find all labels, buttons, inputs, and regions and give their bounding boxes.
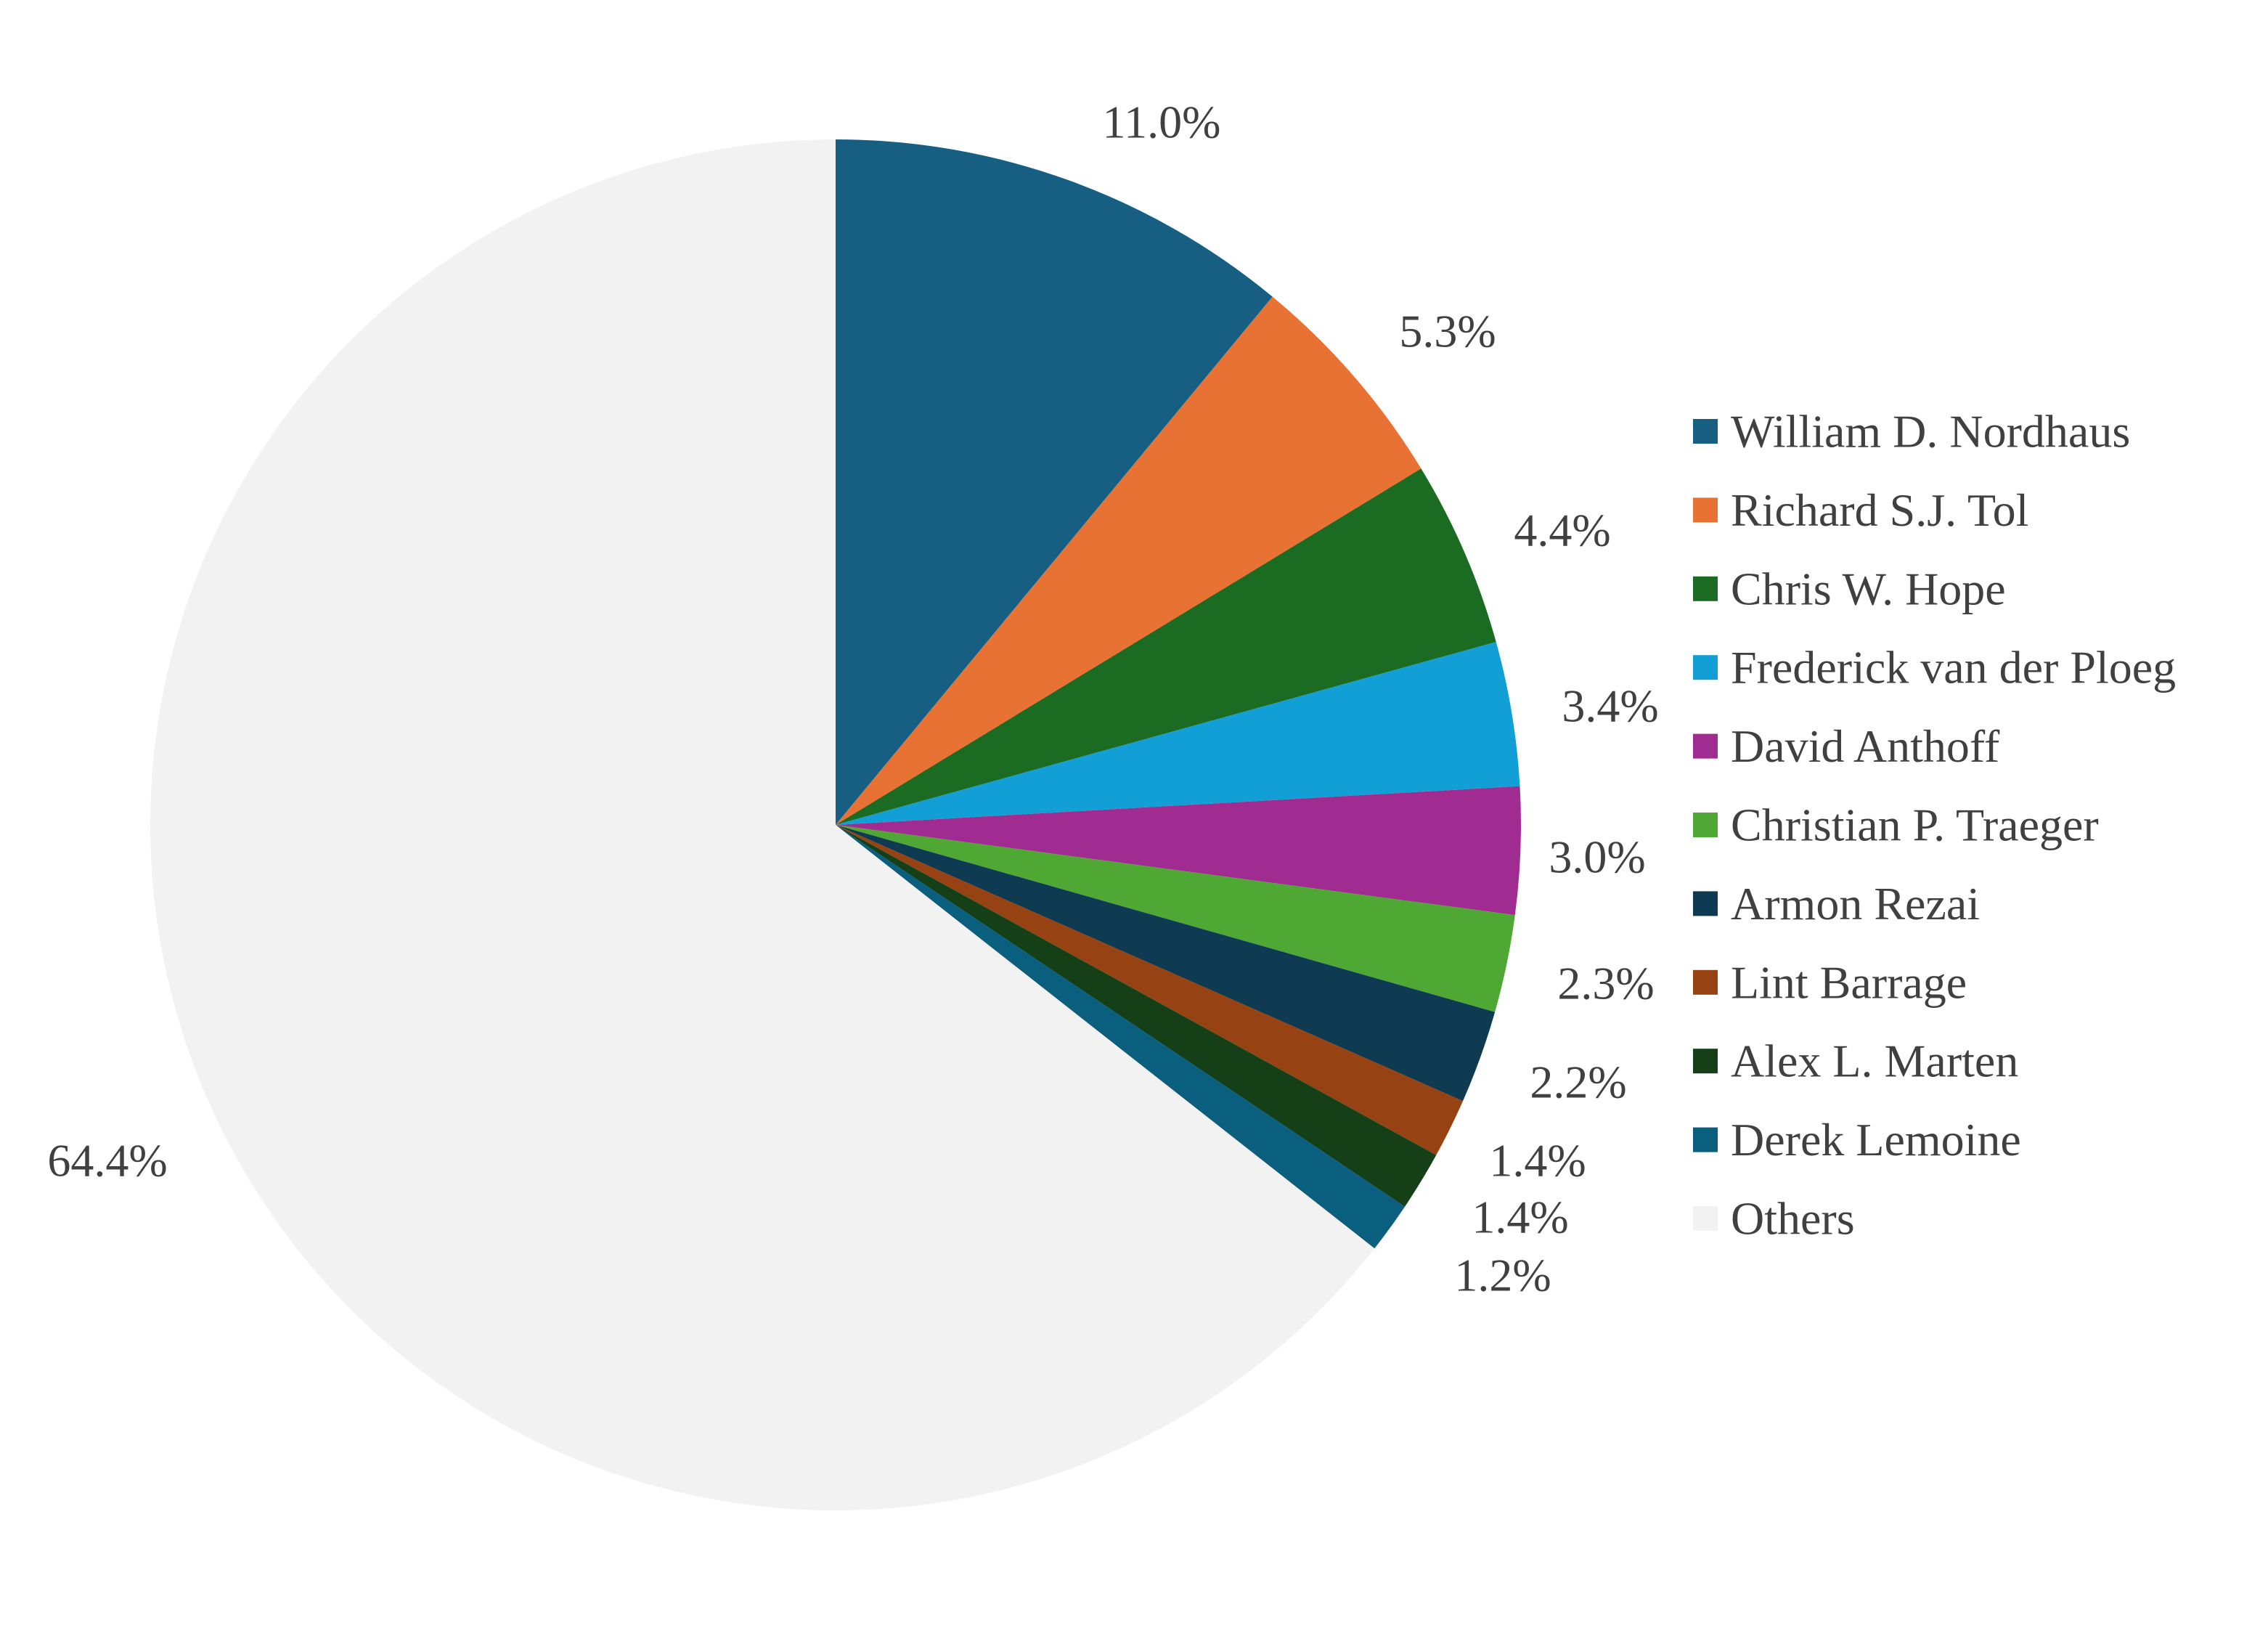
- legend-swatch: [1693, 1206, 1718, 1231]
- legend-label: Armon Rezai: [1731, 878, 1980, 929]
- legend-item: David Anthoff: [1693, 720, 2000, 772]
- pie-slice-alex-l-marten: [836, 825, 1437, 1207]
- slice-percentage-label: 2.2%: [1530, 1057, 1626, 1108]
- legend: William D. Nordhaus Richard S.J. Tol Chris…: [1693, 406, 2176, 1245]
- legend-label: Frederick van der Ploeg: [1731, 642, 2176, 693]
- pie-slices: [150, 139, 1521, 1510]
- legend-swatch: [1693, 497, 1718, 523]
- legend-item: William D. Nordhaus: [1693, 406, 2130, 457]
- slice-percentage-label: 11.0%: [1103, 97, 1221, 148]
- pie-slice-david-anthoff: [836, 786, 1521, 916]
- pie-slice-christian-p-traeger: [836, 825, 1515, 1012]
- legend-item: Christian P. Traeger: [1693, 799, 2099, 851]
- percentage-labels: 11.0% 5.3% 4.4% 3.4% 3.0% 2.3% 2.2% 1.4%1.4% 1.2…: [47, 97, 1658, 1301]
- slice-percentage-label: 3.0%: [1549, 831, 1645, 883]
- legend-swatch: [1693, 813, 1718, 837]
- legend-label: Richard S.J. Tol: [1731, 484, 2028, 536]
- legend-item: Others: [1693, 1193, 1855, 1245]
- slice-percentage-label: 4.4%: [1514, 505, 1610, 556]
- legend-item: Chris W. Hope: [1693, 563, 2006, 614]
- pie-slice-frederick-van-der-ploeg: [836, 642, 1520, 825]
- slice-percentage-label: 5.3%: [1399, 306, 1496, 357]
- legend-swatch: [1693, 419, 1718, 444]
- legend-label: Alex L. Marten: [1731, 1035, 2018, 1087]
- pie-slice-william-d-nordhaus: [836, 139, 1273, 825]
- pie-slice-lint-barrage: [836, 825, 1463, 1155]
- legend-label: William D. Nordhaus: [1731, 406, 2130, 457]
- slice-percentage-label: 1.2%: [1454, 1250, 1551, 1301]
- legend-item: Lint Barrage: [1693, 956, 1967, 1008]
- legend-item: Alex L. Marten: [1693, 1035, 2018, 1087]
- legend-swatch: [1693, 1127, 1718, 1152]
- legend-swatch: [1693, 891, 1718, 916]
- pie-slice-derek-lemoine: [836, 825, 1406, 1249]
- pie-slice-others: [150, 139, 1375, 1510]
- legend-label: Others: [1731, 1193, 1855, 1245]
- pie-slice-richard-s-j-tol: [836, 296, 1421, 825]
- pie-slice-armon-rezai: [836, 825, 1496, 1102]
- legend-swatch: [1693, 969, 1718, 995]
- legend-swatch: [1693, 655, 1718, 680]
- slice-percentage-label: 1.4%: [1489, 1135, 1586, 1187]
- legend-swatch: [1693, 733, 1718, 759]
- slice-percentage-label: 1.4%: [1472, 1192, 1568, 1243]
- slice-percentage-label: 64.4%: [47, 1135, 167, 1187]
- legend-item: Frederick van der Ploeg: [1693, 642, 2176, 693]
- legend-label: Christian P. Traeger: [1731, 799, 2099, 851]
- legend-label: Lint Barrage: [1731, 956, 1967, 1008]
- legend-label: Derek Lemoine: [1731, 1114, 2021, 1165]
- legend-label: Chris W. Hope: [1731, 563, 2006, 614]
- legend-item: Richard S.J. Tol: [1693, 484, 2028, 536]
- legend-label: David Anthoff: [1731, 720, 2000, 772]
- legend-swatch: [1693, 576, 1718, 601]
- pie-slice-chris-w-hope: [836, 468, 1496, 825]
- slice-percentage-label: 3.4%: [1562, 680, 1658, 732]
- legend-item: Derek Lemoine: [1693, 1114, 2021, 1165]
- slice-percentage-label: 2.3%: [1557, 958, 1654, 1009]
- legend-item: Armon Rezai: [1693, 878, 1980, 929]
- legend-swatch: [1693, 1049, 1718, 1074]
